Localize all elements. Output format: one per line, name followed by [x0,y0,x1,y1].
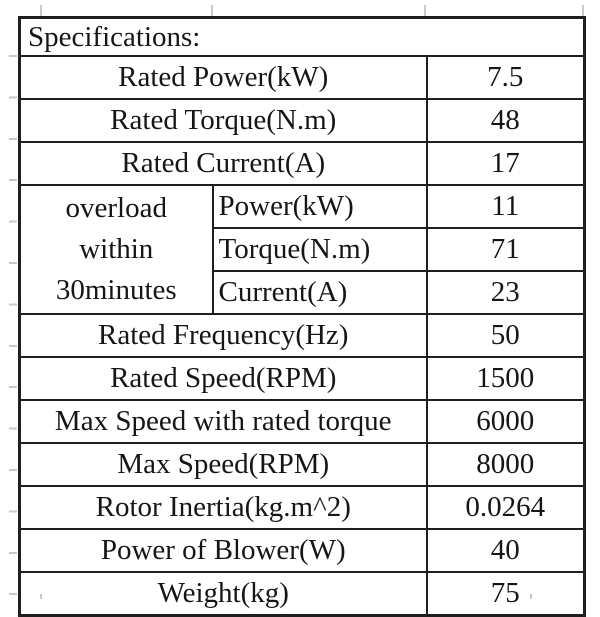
spec-label: Rotor Inertia(kg.m^2) [18,485,428,530]
table-title: Specifications: [18,16,586,57]
row-rated-speed: Rated Speed(RPM) 1500 [18,356,586,401]
spec-label: Max Speed with rated torque [18,399,428,444]
spec-value: 75 [425,571,586,617]
spec-label: Rated Power(kW) [18,55,428,100]
row-overload-power: overload within 30minutes Power(kW) 11 [18,184,586,315]
overload-sub-label: Torque(N.m) [211,227,428,272]
spec-label: Rated Current(A) [18,141,428,186]
spec-value: 17 [425,141,586,186]
spec-value: 0.0264 [425,485,586,530]
overload-line: overload [65,192,167,224]
spec-label: Rated Frequency(Hz) [18,313,428,358]
row-overload-torque: Torque(N.m) 71 [20,227,586,272]
spec-value: 71 [425,227,586,272]
row-power-of-blower: Power of Blower(W) 40 [18,528,586,573]
row-rated-current: Rated Current(A) 17 [18,141,586,186]
gridline-artifact-top [424,5,426,16]
row-rotor-inertia: Rotor Inertia(kg.m^2) 0.0264 [18,485,586,530]
spec-value: 1500 [425,356,586,401]
row-rated-frequency: Rated Frequency(Hz) 50 [18,313,586,358]
spec-label: Weight(kg) [18,571,428,617]
specifications-table: Specifications: Rated Power(kW) 7.5 Rate… [18,16,586,617]
header-row: Specifications: [18,16,586,57]
gridline-artifact-top [40,5,42,16]
row-max-speed-rated-torque: Max Speed with rated torque 6000 [18,399,586,444]
spec-label: Rated Torque(N.m) [18,98,428,143]
spec-value: 7.5 [425,55,586,100]
spec-value: 48 [425,98,586,143]
spec-label: Power of Blower(W) [18,528,428,573]
overload-line: 30minutes [55,274,177,306]
overload-line: within [79,233,154,265]
spec-value: 23 [425,270,586,315]
spec-label: Max Speed(RPM) [18,442,428,487]
row-weight: Weight(kg) 75 [18,571,586,617]
gridline-artifact-top [582,5,584,16]
row-overload-current: Current(A) 23 [20,270,586,315]
page: Specifications: Rated Power(kW) 7.5 Rate… [9,5,586,617]
row-max-speed: Max Speed(RPM) 8000 [18,442,586,487]
overload-group-cell: overload within 30minutes [18,184,214,315]
row-rated-torque: Rated Torque(N.m) 48 [18,98,586,143]
overload-sub-label: Current(A) [211,270,428,315]
row-rated-power: Rated Power(kW) 7.5 [18,55,586,100]
spec-value: 8000 [425,442,586,487]
spec-value: 11 [425,184,586,229]
spec-value: 50 [425,313,586,358]
gridline-artifact-top [211,5,213,16]
gridline-artifacts-left [9,55,17,595]
spec-value: 40 [425,528,586,573]
spec-value: 6000 [425,399,586,444]
overload-sub-label: Power(kW) [211,184,428,229]
spec-label: Rated Speed(RPM) [18,356,428,401]
